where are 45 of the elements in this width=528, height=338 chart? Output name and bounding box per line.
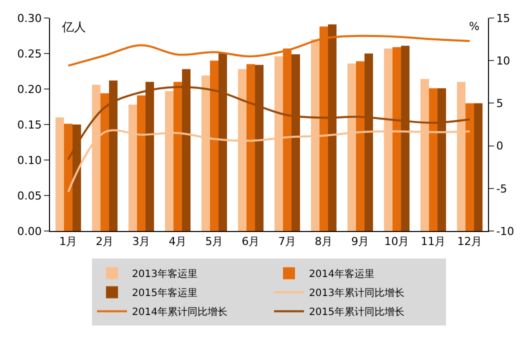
y2-tick-label: 10 [496, 54, 510, 68]
x-tick-label: 10月 [384, 235, 410, 248]
y-tick-label: 0.10 [17, 154, 42, 167]
x-tick-label: 2月 [96, 235, 114, 248]
y2-tick-label: 0 [496, 140, 504, 153]
legend-label: 2015年客运里 [132, 287, 198, 300]
y-tick-label: 0.20 [17, 82, 42, 96]
bar [356, 61, 365, 231]
y2-tick-label: 5 [496, 97, 504, 110]
bar [173, 82, 182, 231]
x-tick-label: 4月 [168, 235, 187, 248]
y-axis-title: 亿人 [61, 20, 86, 34]
bar [100, 93, 110, 231]
bar [474, 103, 483, 231]
legend-label: 2013年累计同比增长 [309, 287, 404, 300]
bar [64, 124, 73, 231]
y2-tick-label: 15 [496, 12, 510, 25]
bar [392, 47, 402, 231]
x-tick-label: 11月 [420, 235, 446, 248]
y-tick-label: 0.05 [17, 189, 42, 202]
legend-label: 2015年累计同比增长 [309, 306, 404, 318]
y2-tick-label: -5 [496, 182, 508, 196]
bar [246, 64, 256, 231]
y-tick-label: 0.30 [17, 12, 42, 25]
y2-axis-title: % [469, 20, 480, 33]
bar [210, 60, 219, 231]
bar [55, 117, 64, 231]
bar [136, 95, 146, 231]
y2-tick-label: -10 [496, 224, 514, 238]
x-tick-label: 8月 [314, 235, 333, 248]
y-tick-label: 0.25 [17, 47, 42, 60]
x-tick-label: 9月 [351, 235, 370, 248]
x-tick-label: 1月 [59, 235, 78, 248]
x-tick-label: 3月 [132, 235, 150, 248]
legend-label: 2014年累计同比增长 [132, 306, 228, 318]
y-tick-label: 0.00 [17, 224, 42, 238]
y-tick-label: 0.15 [17, 118, 42, 132]
bar [428, 88, 438, 231]
x-tick-label: 7月 [278, 235, 296, 248]
x-tick-label: 5月 [205, 235, 224, 248]
legend-label: 2013年客运里 [132, 268, 198, 280]
x-tick-label: 12月 [457, 235, 482, 248]
x-tick-label: 6月 [242, 235, 260, 248]
legend-label: 2014年客运里 [309, 268, 374, 280]
bar [465, 103, 474, 231]
